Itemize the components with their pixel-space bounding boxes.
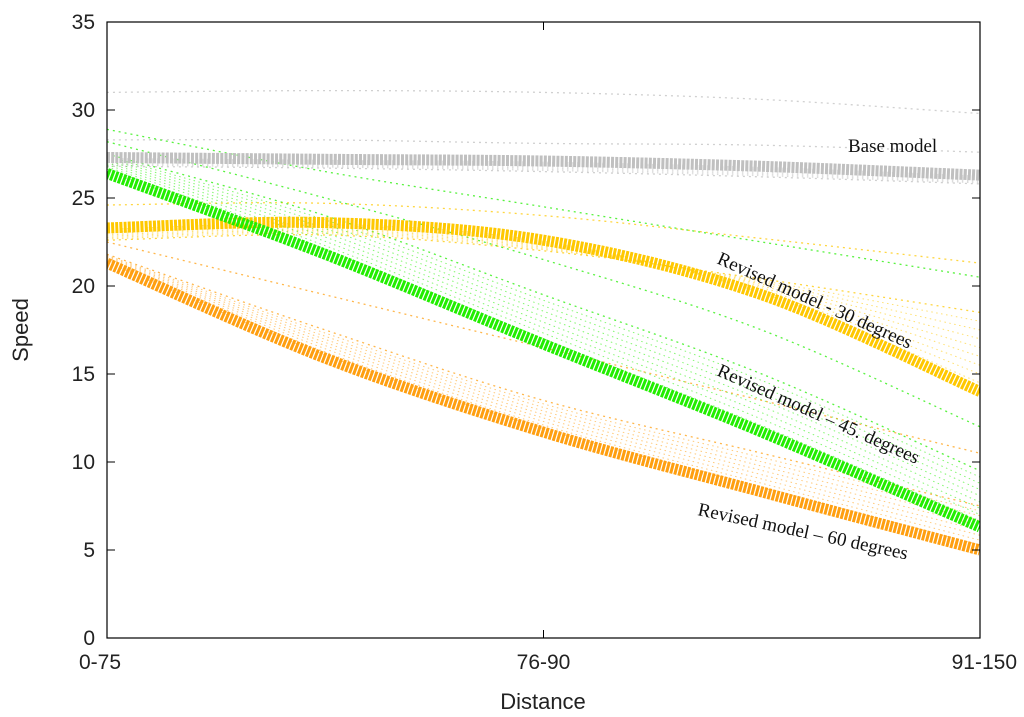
base-model-band-line xyxy=(107,158,980,177)
base-model-band-line xyxy=(107,161,980,181)
y-tick-label: 10 xyxy=(72,451,95,474)
y-tick-label: 0 xyxy=(83,627,95,650)
y-tick-label: 25 xyxy=(72,187,95,210)
base-model-band-line xyxy=(107,160,980,180)
y-tick-label: 20 xyxy=(72,275,95,298)
revised-model-45-degrees-band-line xyxy=(107,157,980,484)
base-model-line xyxy=(107,152,980,181)
axes-layer: 0 5 10 15 20 25 30 35 0-75 76-90 91-150 xyxy=(72,11,1017,674)
base-model-label: Base model xyxy=(848,136,937,157)
revised-model-30-degrees-label: Revised model - 30 degrees xyxy=(714,248,915,353)
base-model-spread-line xyxy=(107,89,980,115)
base-model-band-line xyxy=(107,160,980,179)
revised-model-45-degrees-spread-line xyxy=(107,141,980,428)
series-labels-layer: Base model Revised model - 30 degreesRevi… xyxy=(696,136,937,564)
x-axis-title: Distance xyxy=(500,689,586,714)
revised-model-60-degrees-band-line xyxy=(107,259,980,536)
revised-model-30-degrees-band-line xyxy=(107,225,980,366)
series-lines-layer xyxy=(107,152,980,556)
revised-model-30-degrees-band-line xyxy=(107,223,980,384)
revised-model-60-degrees-band-line xyxy=(107,261,980,546)
base-model-band-line xyxy=(107,162,980,182)
revised-model-60-degrees-band-line xyxy=(107,254,980,512)
base-model-band-line xyxy=(107,159,980,178)
y-tick-label: 35 xyxy=(72,11,95,34)
revised-model-30-degrees-band-line xyxy=(107,224,980,375)
revised-model-45-degrees-label: Revised model – 45. degrees xyxy=(714,360,923,468)
x-tick-label: 91-150 xyxy=(952,651,1017,674)
revised-model-45-degrees-line xyxy=(107,168,980,533)
series-bands-layer xyxy=(107,155,980,546)
revised-model-30-degrees-spread-line xyxy=(107,202,980,264)
revised-model-45-degrees-band-line xyxy=(107,166,980,509)
y-tick-label: 5 xyxy=(83,539,95,562)
base-model-band-line xyxy=(107,164,980,184)
x-tick-label: 76-90 xyxy=(517,651,571,674)
revised-model-60-degrees-band-line xyxy=(107,260,980,541)
y-tick-label: 30 xyxy=(72,99,95,122)
revised-model-60-degrees-band-line xyxy=(107,255,980,517)
revised-model-60-degrees-band-line xyxy=(107,257,980,527)
x-tick-label: 0-75 xyxy=(79,651,121,674)
base-model-band-line xyxy=(107,163,980,183)
revised-model-30-degrees-spread-line xyxy=(107,234,980,314)
revised-model-60-degrees-line xyxy=(107,258,980,556)
revised-model-45-degrees-band-line xyxy=(107,164,980,503)
y-tick-label: 15 xyxy=(72,363,95,386)
revised-model-60-degrees-spread-line xyxy=(107,253,980,507)
revised-model-60-degrees-band-line xyxy=(107,256,980,522)
y-axis-title: Speed xyxy=(8,298,33,362)
